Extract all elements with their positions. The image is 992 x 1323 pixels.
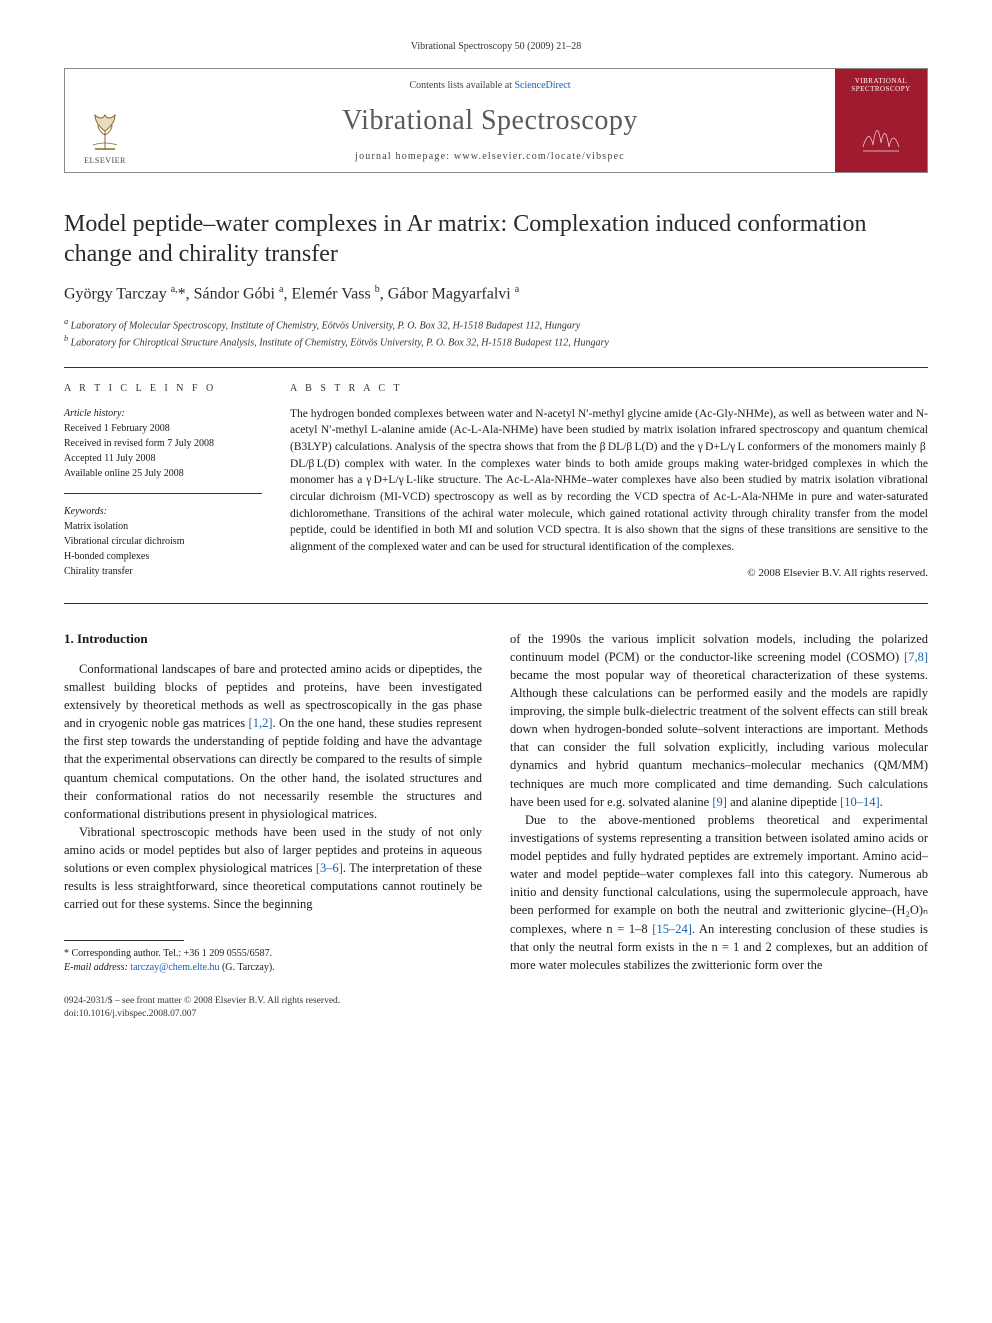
abstract-heading: A B S T R A C T	[290, 382, 928, 396]
footnote-rule	[64, 940, 184, 941]
info-inner-rule	[64, 493, 262, 494]
right-column: of the 1990s the various implicit solvat…	[510, 630, 928, 975]
affiliations: a Laboratory of Molecular Spectroscopy, …	[64, 316, 928, 351]
affiliation: b Laboratory for Chiroptical Structure A…	[64, 333, 928, 350]
masthead-center: Contents lists available at ScienceDirec…	[145, 69, 835, 172]
contents-line: Contents lists available at ScienceDirec…	[153, 79, 827, 93]
elsevier-tree-icon	[81, 105, 129, 153]
homepage-prefix: journal homepage:	[355, 151, 454, 162]
page-root: Vibrational Spectroscopy 50 (2009) 21–28…	[0, 0, 992, 1061]
left-column: 1. Introduction Conformational landscape…	[64, 630, 482, 975]
footnotes: * Corresponding author. Tel.: +36 1 209 …	[64, 947, 482, 975]
journal-cover-thumb: VIBRATIONAL SPECTROSCOPY	[835, 69, 927, 172]
contents-prefix: Contents lists available at	[409, 80, 514, 91]
masthead: ELSEVIER Contents lists available at Sci…	[64, 68, 928, 173]
rule-top	[64, 367, 928, 368]
affiliation: a Laboratory of Molecular Spectroscopy, …	[64, 316, 928, 333]
cover-title: VIBRATIONAL SPECTROSCOPY	[839, 77, 923, 94]
body-paragraph: of the 1990s the various implicit solvat…	[510, 630, 928, 811]
homepage-url: www.elsevier.com/locate/vibspec	[454, 151, 625, 162]
history-line: Available online 25 July 2008	[64, 466, 262, 481]
abstract-text: The hydrogen bonded complexes between wa…	[290, 406, 928, 556]
journal-title: Vibrational Spectroscopy	[153, 101, 827, 140]
homepage-line: journal homepage: www.elsevier.com/locat…	[153, 150, 827, 164]
body-paragraph: Due to the above-mentioned problems theo…	[510, 811, 928, 974]
article-info-heading: A R T I C L E I N F O	[64, 382, 262, 396]
history-label: Article history:	[64, 406, 262, 421]
history-line: Received 1 February 2008	[64, 421, 262, 436]
keyword: Chirality transfer	[64, 564, 262, 579]
journal-ref-line: Vibrational Spectroscopy 50 (2009) 21–28	[64, 40, 928, 54]
sciencedirect-link[interactable]: ScienceDirect	[514, 80, 570, 91]
email-suffix: (G. Tarczay).	[219, 962, 274, 973]
keyword: H-bonded complexes	[64, 549, 262, 564]
rule-bottom	[64, 603, 928, 604]
email-label: E-mail address:	[64, 962, 130, 973]
corresponding-author: * Corresponding author. Tel.: +36 1 209 …	[64, 947, 482, 961]
cover-graphic-icon	[852, 100, 911, 164]
body-paragraph: Conformational landscapes of bare and pr…	[64, 660, 482, 823]
article-history: Article history: Received 1 February 200…	[64, 406, 262, 481]
abstract: A B S T R A C T The hydrogen bonded comp…	[290, 382, 928, 591]
section-heading-intro: 1. Introduction	[64, 630, 482, 648]
publisher-block: ELSEVIER	[65, 69, 145, 172]
abstract-copyright: © 2008 Elsevier B.V. All rights reserved…	[290, 566, 928, 581]
article-info: A R T I C L E I N F O Article history: R…	[64, 382, 262, 591]
body-columns: 1. Introduction Conformational landscape…	[64, 630, 928, 975]
publisher-label: ELSEVIER	[84, 155, 126, 166]
footer-line-2: doi:10.1016/j.vibspec.2008.07.007	[64, 1008, 928, 1021]
article-title: Model peptide–water complexes in Ar matr…	[64, 209, 928, 269]
authors-line: György Tarczay a,*, Sándor Góbi a, Elemé…	[64, 283, 928, 306]
email-link[interactable]: tarczay@chem.elte.hu	[130, 962, 219, 973]
history-line: Accepted 11 July 2008	[64, 451, 262, 466]
history-line: Received in revised form 7 July 2008	[64, 436, 262, 451]
body-paragraph: Vibrational spectroscopic methods have b…	[64, 823, 482, 914]
email-line: E-mail address: tarczay@chem.elte.hu (G.…	[64, 961, 482, 975]
info-abstract-row: A R T I C L E I N F O Article history: R…	[64, 382, 928, 591]
page-footer: 0924-2031/$ – see front matter © 2008 El…	[64, 995, 928, 1022]
keywords-label: Keywords:	[64, 504, 262, 519]
keyword: Vibrational circular dichroism	[64, 534, 262, 549]
keywords-block: Keywords: Matrix isolationVibrational ci…	[64, 504, 262, 579]
footer-line-1: 0924-2031/$ – see front matter © 2008 El…	[64, 995, 928, 1008]
keyword: Matrix isolation	[64, 519, 262, 534]
